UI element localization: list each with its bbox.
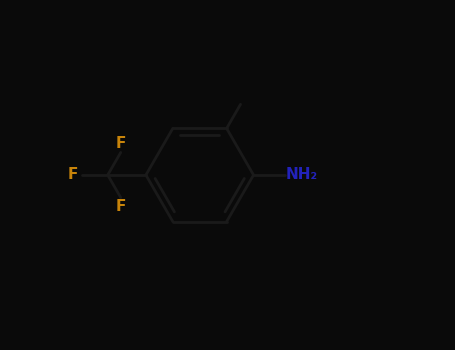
Text: F: F (116, 199, 126, 214)
Text: F: F (116, 136, 126, 151)
Text: F: F (68, 168, 78, 182)
Text: NH₂: NH₂ (286, 168, 318, 182)
